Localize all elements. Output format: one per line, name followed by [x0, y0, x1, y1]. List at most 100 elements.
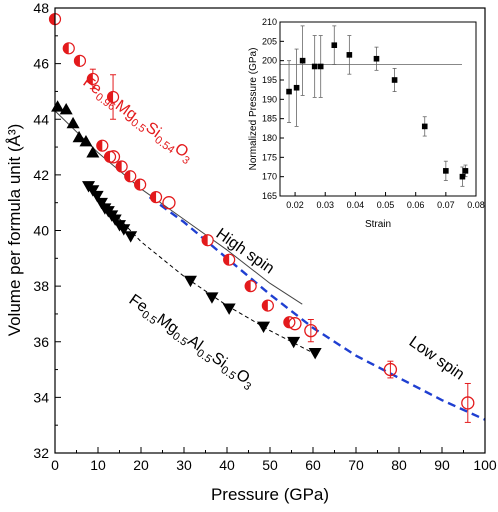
- x-tick-label: 100: [473, 457, 497, 473]
- inset-point: [293, 84, 300, 91]
- point-open-circle: [304, 323, 318, 338]
- inset-point: [299, 57, 306, 64]
- inset-x-tick-label: 0.05: [377, 200, 395, 210]
- inset-point: [331, 42, 338, 48]
- point-half-fill: [107, 91, 114, 103]
- inset-point: [462, 168, 469, 174]
- point-open-circle: [106, 150, 121, 164]
- y-tick-label: 38: [33, 278, 49, 294]
- point-half-fill: [96, 140, 103, 152]
- point-half-fill: [262, 300, 268, 312]
- point-triangle-down: [205, 292, 219, 304]
- fit-lines: [55, 110, 485, 421]
- point-triangle-down: [117, 224, 131, 236]
- inset-y-tick-label: 200: [262, 56, 277, 66]
- inset-x-tick-label: 0.07: [437, 200, 455, 210]
- point-half-fill: [245, 280, 251, 292]
- point-triangle-up: [51, 100, 65, 112]
- point-triangle-down: [287, 336, 301, 349]
- point-triangle-down: [90, 190, 104, 203]
- x-axis-title: Pressure (GPa): [211, 485, 329, 504]
- inset-frame: [279, 21, 477, 197]
- al-composition-label: Fe0.5Mg0.5Al0.5Si0.5O3: [124, 291, 258, 393]
- point-half-fill: [63, 42, 69, 54]
- point-half-fill: [283, 316, 290, 328]
- inset-point: [373, 55, 380, 62]
- point-triangle-up: [66, 116, 80, 129]
- fit-line-0: [55, 110, 303, 305]
- inset-y-axis-title: Normalized Pressure (GPa): [248, 48, 259, 171]
- inset-point: [391, 77, 398, 83]
- y-tick-label: 36: [33, 334, 49, 350]
- x-tick-label: 20: [133, 457, 149, 473]
- inset-y-tick-label: 210: [262, 17, 277, 27]
- point-open-circle: [288, 317, 302, 331]
- x-tick-label: 70: [348, 457, 364, 473]
- inset-point: [421, 123, 428, 130]
- inset-y-tick-label: 180: [262, 133, 277, 143]
- point-open-circle: [162, 196, 176, 210]
- inset-y-tick-label: 165: [262, 191, 277, 201]
- error-bars: [89, 68, 471, 423]
- inset-point: [459, 173, 466, 180]
- high-spin-label: High spin: [213, 225, 277, 277]
- x-tick-label: 40: [219, 457, 235, 473]
- inset-point: [317, 63, 324, 70]
- y-axis-title: Volume per formula unit (Å³): [5, 124, 24, 337]
- point-triangle-down: [183, 275, 197, 288]
- x-tick-label: 30: [176, 457, 192, 473]
- inset-point: [346, 52, 353, 58]
- point-open-circle: [383, 362, 398, 377]
- x-tick-label: 0: [51, 457, 59, 473]
- y-tick-label: 42: [33, 167, 49, 183]
- inset-x-tick-label: 0.03: [316, 200, 334, 210]
- x-tick-label: 80: [391, 457, 407, 473]
- point-half-fill: [150, 191, 157, 203]
- inset-y-tick-label: 195: [262, 75, 277, 85]
- inset-axes: 0.02 0.03 0.04 0.05 0.06 0.07 0.08 165 170 175 180…: [262, 17, 485, 210]
- low-spin-label: Low spin: [406, 333, 467, 383]
- axes: 0 10 20 30 40 50 60 70 80 90 100 32 34 36 38 40 42 44 46 48: [33, 0, 496, 473]
- point-triangle-up: [86, 146, 100, 158]
- inset-x-tick-label: 0.06: [407, 200, 425, 210]
- inset-x-tick-label: 0.04: [347, 200, 365, 210]
- inset-point: [443, 168, 449, 174]
- point-half-fill: [74, 55, 80, 67]
- inset-chart: 0.02 0.03 0.04 0.05 0.06 0.07 0.08 165 170 175 180…: [248, 14, 485, 230]
- inset-x-axis-title: Strain: [365, 219, 391, 230]
- point-triangle-up: [59, 103, 73, 115]
- inset-y-tick-label: 185: [262, 114, 277, 124]
- point-open-circle: [461, 396, 475, 410]
- point-half-fill: [202, 234, 208, 246]
- y-tick-label: 48: [33, 0, 49, 16]
- inset-y-tick-label: 190: [262, 94, 277, 104]
- fit-line-2: [148, 196, 485, 421]
- data-points: [48, 13, 475, 410]
- point-half-fill: [87, 73, 93, 85]
- inset-background: [280, 14, 476, 194]
- fit-line-1: [89, 187, 314, 354]
- point-triangle-up: [72, 130, 86, 143]
- inset-y-tick-label: 205: [262, 36, 277, 46]
- x-tick-label: 50: [262, 457, 278, 473]
- point-triangle-down: [124, 231, 138, 243]
- inset-y-tick-label: 170: [262, 172, 277, 182]
- x-tick-label: 10: [90, 457, 106, 473]
- point-half-fill: [116, 161, 122, 173]
- point-half-fill: [124, 170, 131, 182]
- point-triangle-down: [308, 348, 322, 360]
- point-triangle-down: [222, 303, 236, 315]
- inset-x-tick-label: 0.08: [467, 200, 485, 210]
- y-tick-label: 34: [33, 389, 49, 405]
- y-tick-label: 32: [33, 445, 49, 461]
- y-tick-label: 44: [33, 111, 49, 127]
- point-half-fill: [134, 179, 141, 191]
- inset-data-points: [286, 42, 469, 180]
- inset-x-tick-label: 0.02: [286, 200, 304, 210]
- x-tick-label: 60: [305, 457, 321, 473]
- inset-point: [286, 88, 292, 95]
- point-triangle-down: [257, 321, 271, 333]
- point-half-fill: [49, 13, 55, 25]
- x-tick-label: 90: [434, 457, 450, 473]
